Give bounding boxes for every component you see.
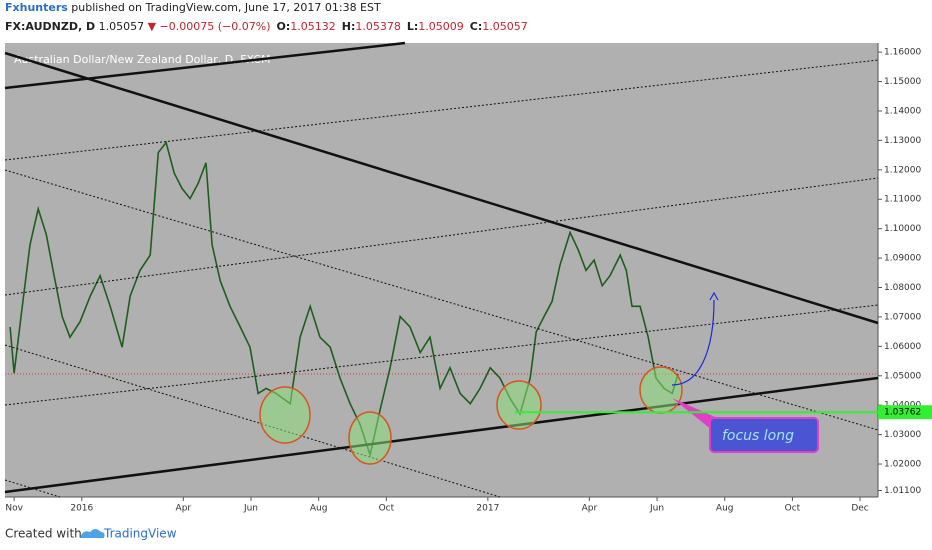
price-tag-label: 1.03762 <box>884 408 921 418</box>
y-tick-label: 1.03000 <box>884 430 921 440</box>
highlights <box>259 366 683 465</box>
plot: Australian Dollar/New Zealand Dollar, D,… <box>5 53 878 458</box>
y-tick-label: 1.12000 <box>884 165 921 175</box>
y-tick-label: 1.13000 <box>884 136 921 146</box>
x-tick-label: 2016 <box>70 504 93 514</box>
trendline <box>4 376 879 494</box>
channel-line <box>4 177 879 296</box>
y-tick-label: 1.16000 <box>884 48 921 58</box>
trendlines <box>4 41 879 498</box>
highlight-circle <box>259 386 311 444</box>
price-tag <box>878 405 932 420</box>
y-tick-label: 1.14000 <box>884 106 921 116</box>
ohlc-value: 1.05378 <box>355 20 401 33</box>
ohlc-value: 1.05009 <box>418 20 464 33</box>
ohlc-value: 1.05057 <box>482 20 528 33</box>
logo <box>80 529 105 538</box>
x-tick-label: Dec <box>851 504 868 514</box>
y-tick-label: 1.10000 <box>884 224 921 234</box>
highlight-circle <box>348 411 392 465</box>
x-tick-label: Oct <box>785 504 801 514</box>
channel-line <box>4 59 879 161</box>
publisher: Fxhunters <box>5 1 68 14</box>
ohlc-value: 1.05132 <box>290 20 336 33</box>
footer: Created with TradingView <box>5 527 177 541</box>
ohlc-label: L: <box>407 20 418 33</box>
x-tick-label: Apr <box>582 504 598 514</box>
y-tick-label: 1.07000 <box>884 312 921 322</box>
x-tick-label: Oct <box>379 504 395 514</box>
callout-text: focus long <box>722 428 794 444</box>
last: 1.05057 <box>99 20 145 33</box>
quote-line: FX:AUDNZD, D 1.05057 ▼ −0.00075 (−0.07%)… <box>5 20 528 33</box>
trendline <box>4 51 879 325</box>
x-tick-label: Aug <box>716 504 734 514</box>
ohlc-label: C: <box>470 20 482 33</box>
y-tick-label: 1.05000 <box>884 371 921 381</box>
channel-line <box>4 479 61 498</box>
change: ▼ −0.00075 (−0.07%) <box>148 20 271 33</box>
y-tick-label: 1.08000 <box>884 283 921 293</box>
ohlc-label: O: <box>277 20 291 33</box>
published-text: published on TradingView.com, June 17, 2… <box>71 1 381 14</box>
ohlc-label: H: <box>342 20 356 33</box>
x-tick-label: Aug <box>310 504 328 514</box>
projection-arrow <box>671 299 715 386</box>
x-tick-label: Jun <box>649 504 664 514</box>
x-tick-label: Nov <box>5 504 23 514</box>
chart-subtitle: Australian Dollar/New Zealand Dollar, D,… <box>14 53 270 66</box>
x-tick-label: Jun <box>243 504 258 514</box>
trendline <box>4 41 406 90</box>
y-tick-label: 1.09000 <box>884 254 921 264</box>
symbol: FX:AUDNZD, D <box>5 20 95 33</box>
x-tick-label: Apr <box>176 504 192 514</box>
y-tick-label: 1.01100 <box>884 486 921 496</box>
price-line <box>9 140 679 458</box>
y-tick-label: 1.11000 <box>884 195 921 205</box>
highlight-circle <box>639 366 683 414</box>
header-line: Fxhunters published on TradingView.com, … <box>5 1 381 14</box>
y-tick-label: 1.06000 <box>884 342 921 352</box>
highlight-circle <box>496 380 542 430</box>
y-tick-label: 1.02000 <box>884 460 921 470</box>
footer-created: Created with <box>5 527 82 541</box>
channel-line <box>4 304 879 406</box>
callout-box <box>709 417 819 453</box>
arrow-head <box>709 291 719 301</box>
y-tick-label: 1.15000 <box>884 77 921 87</box>
x-tick-label: 2017 <box>476 504 499 514</box>
footer-brand: TradingView <box>103 527 177 541</box>
